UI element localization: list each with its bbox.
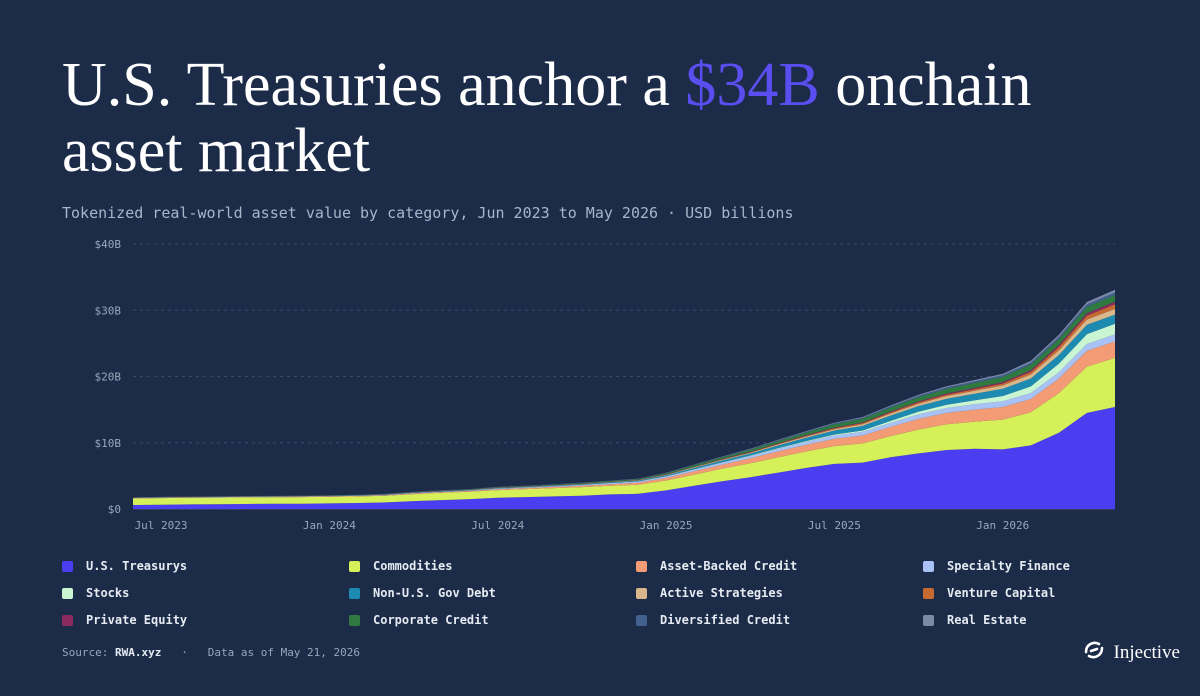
legend-label: Stocks [86,586,130,600]
area-series [133,289,1115,509]
source-name: RWA.xyz [114,646,162,659]
legend-swatch [62,614,73,626]
legend-label: Active Strategies [660,586,783,600]
x-tick-label: Jan 2024 [303,519,356,532]
legend-item: Corporate Credit [349,612,636,628]
legend-item: Venture Capital [923,585,1143,601]
legend-label: Asset-Backed Credit [660,559,798,573]
x-tick-label: Jul 2023 [135,519,188,532]
legend-item: Private Equity [62,612,349,628]
legend-label: Corporate Credit [373,613,489,627]
data-as-of: Data as of May 21, 2026 [207,646,361,659]
legend-item: Commodities [349,558,636,574]
source-label: Source: [62,646,109,659]
legend-item: Real Estate [923,612,1143,628]
legend-item: Non-U.S. Gov Debt [349,585,636,601]
legend-swatch [349,587,360,599]
legend-item: Stocks [62,585,349,601]
legend-swatch [62,560,73,572]
legend-label: Specialty Finance [947,559,1070,573]
x-tick-label: Jul 2025 [808,519,861,532]
legend-label: U.S. Treasurys [86,559,188,573]
legend-item: Specialty Finance [923,558,1143,574]
y-tick-label: $30B [95,304,122,317]
y-tick-label: $40B [95,238,122,251]
legend-swatch [349,614,360,626]
legend-label: Private Equity [86,613,188,627]
x-axis-ticks: Jul 2023 Jan 2024 Jul 2024 Jan 2025 Jul 2025… [135,519,1030,532]
y-tick-label: $10B [95,437,122,450]
legend-item: Diversified Credit [636,612,923,628]
y-tick-label: $0 [108,503,121,516]
title-part-1: U.S. Treasuries anchor a [62,51,686,119]
legend-label: Commodities [373,559,453,573]
source-footer: Source: RWA.xyz · Data as of May 21, 202… [62,646,360,659]
legend-item: Active Strategies [636,585,923,601]
y-tick-label: $20B [95,371,122,384]
area-specialty-finance [133,334,1115,499]
area-u-s-treasurys [133,407,1115,509]
legend-swatch [349,560,360,572]
injective-logo-icon [1082,638,1106,667]
chart-title: U.S. Treasuries anchor a $34B onchain as… [62,52,1162,184]
legend-swatch [636,587,647,599]
chart-legend: U.S. Treasurys Commodities Asset-Backed Cr… [62,558,1142,628]
brand: Injective [1082,638,1180,667]
legend-label: Venture Capital [947,586,1056,600]
title-highlight: $34B [685,51,820,119]
x-tick-label: Jan 2025 [640,519,693,532]
area-commodities [133,357,1115,505]
legend-item: Asset-Backed Credit [636,558,923,574]
legend-swatch [636,614,647,626]
legend-swatch [62,587,73,599]
y-axis-ticks: $0 $10B $20B $30B $40B [95,238,122,516]
legend-label: Diversified Credit [660,613,791,627]
legend-swatch [923,614,934,626]
footer-separator: · [181,646,188,659]
legend-label: Non-U.S. Gov Debt [373,586,496,600]
area-non-u-s-gov-debt [133,314,1115,498]
title-part-2: onchain asset market [62,51,1032,185]
legend-label: Real Estate [947,613,1027,627]
x-tick-label: Jan 2026 [976,519,1029,532]
legend-item: U.S. Treasurys [62,558,349,574]
legend-swatch [636,560,647,572]
x-tick-label: Jul 2024 [471,519,524,532]
legend-swatch [923,587,934,599]
legend-swatch [923,560,934,572]
brand-name: Injective [1113,641,1180,663]
area-asset-backed-credit [133,341,1115,499]
chart-subtitle: Tokenized real-world asset value by cate… [62,204,794,222]
